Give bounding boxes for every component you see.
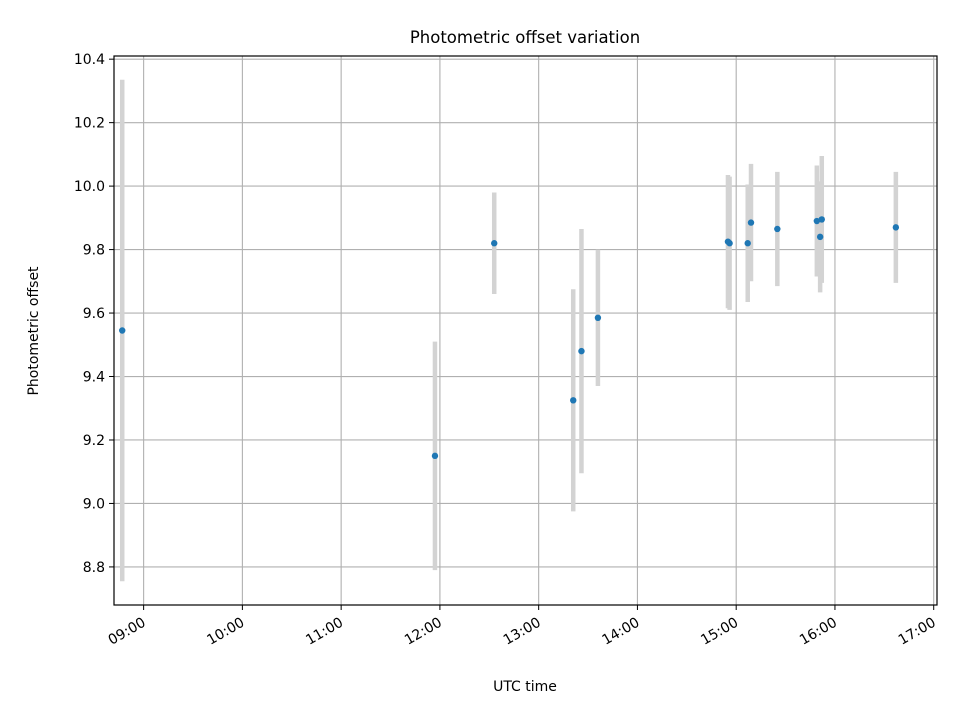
- y-tick-label: 9.6: [83, 306, 105, 322]
- data-point: [491, 240, 498, 247]
- data-point: [570, 397, 577, 404]
- grid-layer: [114, 56, 937, 605]
- point-layer: [119, 216, 900, 460]
- data-point: [747, 219, 755, 226]
- data-point: [594, 314, 602, 322]
- chart-title: Photometric offset variation: [410, 28, 640, 47]
- data-point: [816, 233, 824, 241]
- y-tick-label: 10.4: [74, 52, 105, 68]
- data-point: [892, 224, 900, 231]
- y-tick-label: 8.8: [83, 560, 105, 576]
- data-point: [774, 225, 781, 233]
- y-tick-label: 9.2: [83, 433, 105, 449]
- plot-area-frame: [113, 55, 938, 606]
- y-tick-label: 9.0: [83, 496, 105, 512]
- data-point: [726, 240, 733, 247]
- x-axis-label: UTC time: [493, 679, 557, 695]
- data-point: [431, 452, 439, 460]
- data-point: [578, 347, 585, 355]
- data-point: [119, 327, 126, 334]
- y-tick-label: 10.2: [74, 116, 105, 132]
- y-axis-label: Photometric offset: [26, 266, 42, 396]
- data-point: [818, 216, 825, 223]
- data-point: [744, 240, 751, 247]
- y-tick-label: 10.0: [74, 179, 105, 195]
- y-tick-label: 9.4: [83, 370, 105, 386]
- y-axis-ticks: 8.8 9.0 9.2 9.4 9.6 9.8 10.0 10.2 10.4: [74, 52, 114, 576]
- y-tick-label: 9.8: [83, 243, 105, 259]
- data-point: [813, 217, 821, 225]
